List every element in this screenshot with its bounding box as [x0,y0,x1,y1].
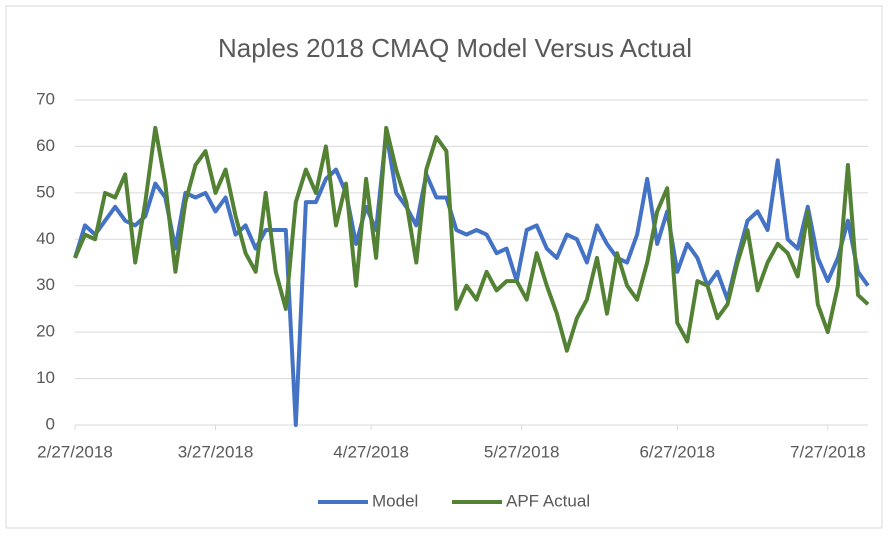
legend-label: APF Actual [506,491,590,510]
series-line [73,125,870,353]
y-tick-label: 20 [36,322,55,341]
x-tick-label: 3/27/2018 [178,442,254,461]
y-tick-label: 10 [36,368,55,387]
x-tick-label: 6/27/2018 [639,442,715,461]
y-tick-label: 0 [46,414,55,433]
y-tick-label: 60 [36,136,55,155]
y-tick-label: 40 [36,229,55,248]
chart-border [5,5,883,529]
x-tick-label: 2/27/2018 [37,442,113,461]
x-tick-label: 7/27/2018 [790,442,866,461]
y-tick-label: 30 [36,275,55,294]
y-tick-label: 70 [36,89,55,108]
x-tick-label: 5/27/2018 [484,442,560,461]
x-tick-label: 4/27/2018 [333,442,409,461]
legend-label: Model [372,491,418,510]
chart-title: Naples 2018 CMAQ Model Versus Actual [218,33,692,63]
y-tick-label: 50 [36,182,55,201]
